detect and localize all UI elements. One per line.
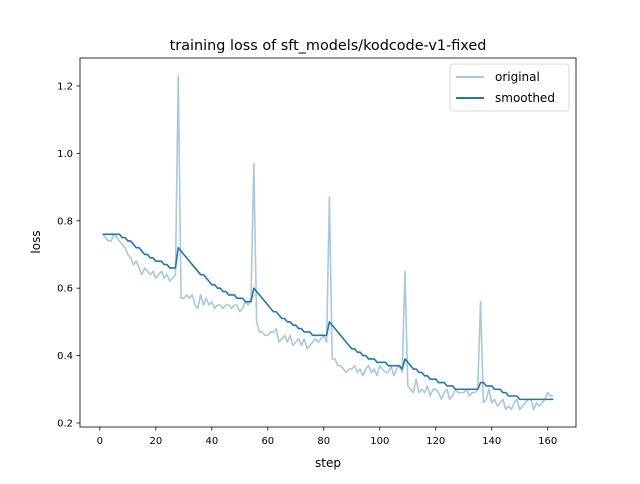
y-tick-label: 1.2 <box>57 81 73 92</box>
x-tick-label: 40 <box>205 436 218 447</box>
x-tick-label: 120 <box>426 436 445 447</box>
series-layer <box>102 75 554 411</box>
y-tick-label: 0.4 <box>57 351 73 362</box>
x-tick-label: 100 <box>370 436 389 447</box>
x-tick-label: 0 <box>97 436 103 447</box>
series-line-original <box>102 75 554 411</box>
x-axis-label: step <box>315 456 341 470</box>
x-tick-label: 160 <box>538 436 557 447</box>
x-tick-label: 60 <box>261 436 274 447</box>
series-line-smoothed <box>102 233 554 401</box>
plot-frame <box>79 57 577 428</box>
legend-label-smoothed: smoothed <box>495 91 555 105</box>
legend-box <box>449 63 570 112</box>
y-axis-label: loss <box>29 230 43 253</box>
y-axis: 0.2 0.4 0.6 0.8 1.0 1.2 <box>57 81 80 429</box>
chart-title: training loss of sft_models/kodcode-v1-f… <box>170 38 487 54</box>
x-tick-label: 20 <box>149 436 162 447</box>
x-tick-label: 140 <box>482 436 501 447</box>
y-tick-label: 0.2 <box>57 418 73 429</box>
legend: original smoothed <box>449 63 570 112</box>
y-tick-label: 0.6 <box>57 284 73 295</box>
x-tick-label: 80 <box>317 436 330 447</box>
y-tick-label: 1.0 <box>57 149 73 160</box>
y-tick-label: 0.8 <box>57 216 73 227</box>
x-axis: 0 20 40 60 80 100 120 140 160 <box>97 427 557 447</box>
legend-label-original: original <box>495 70 540 84</box>
